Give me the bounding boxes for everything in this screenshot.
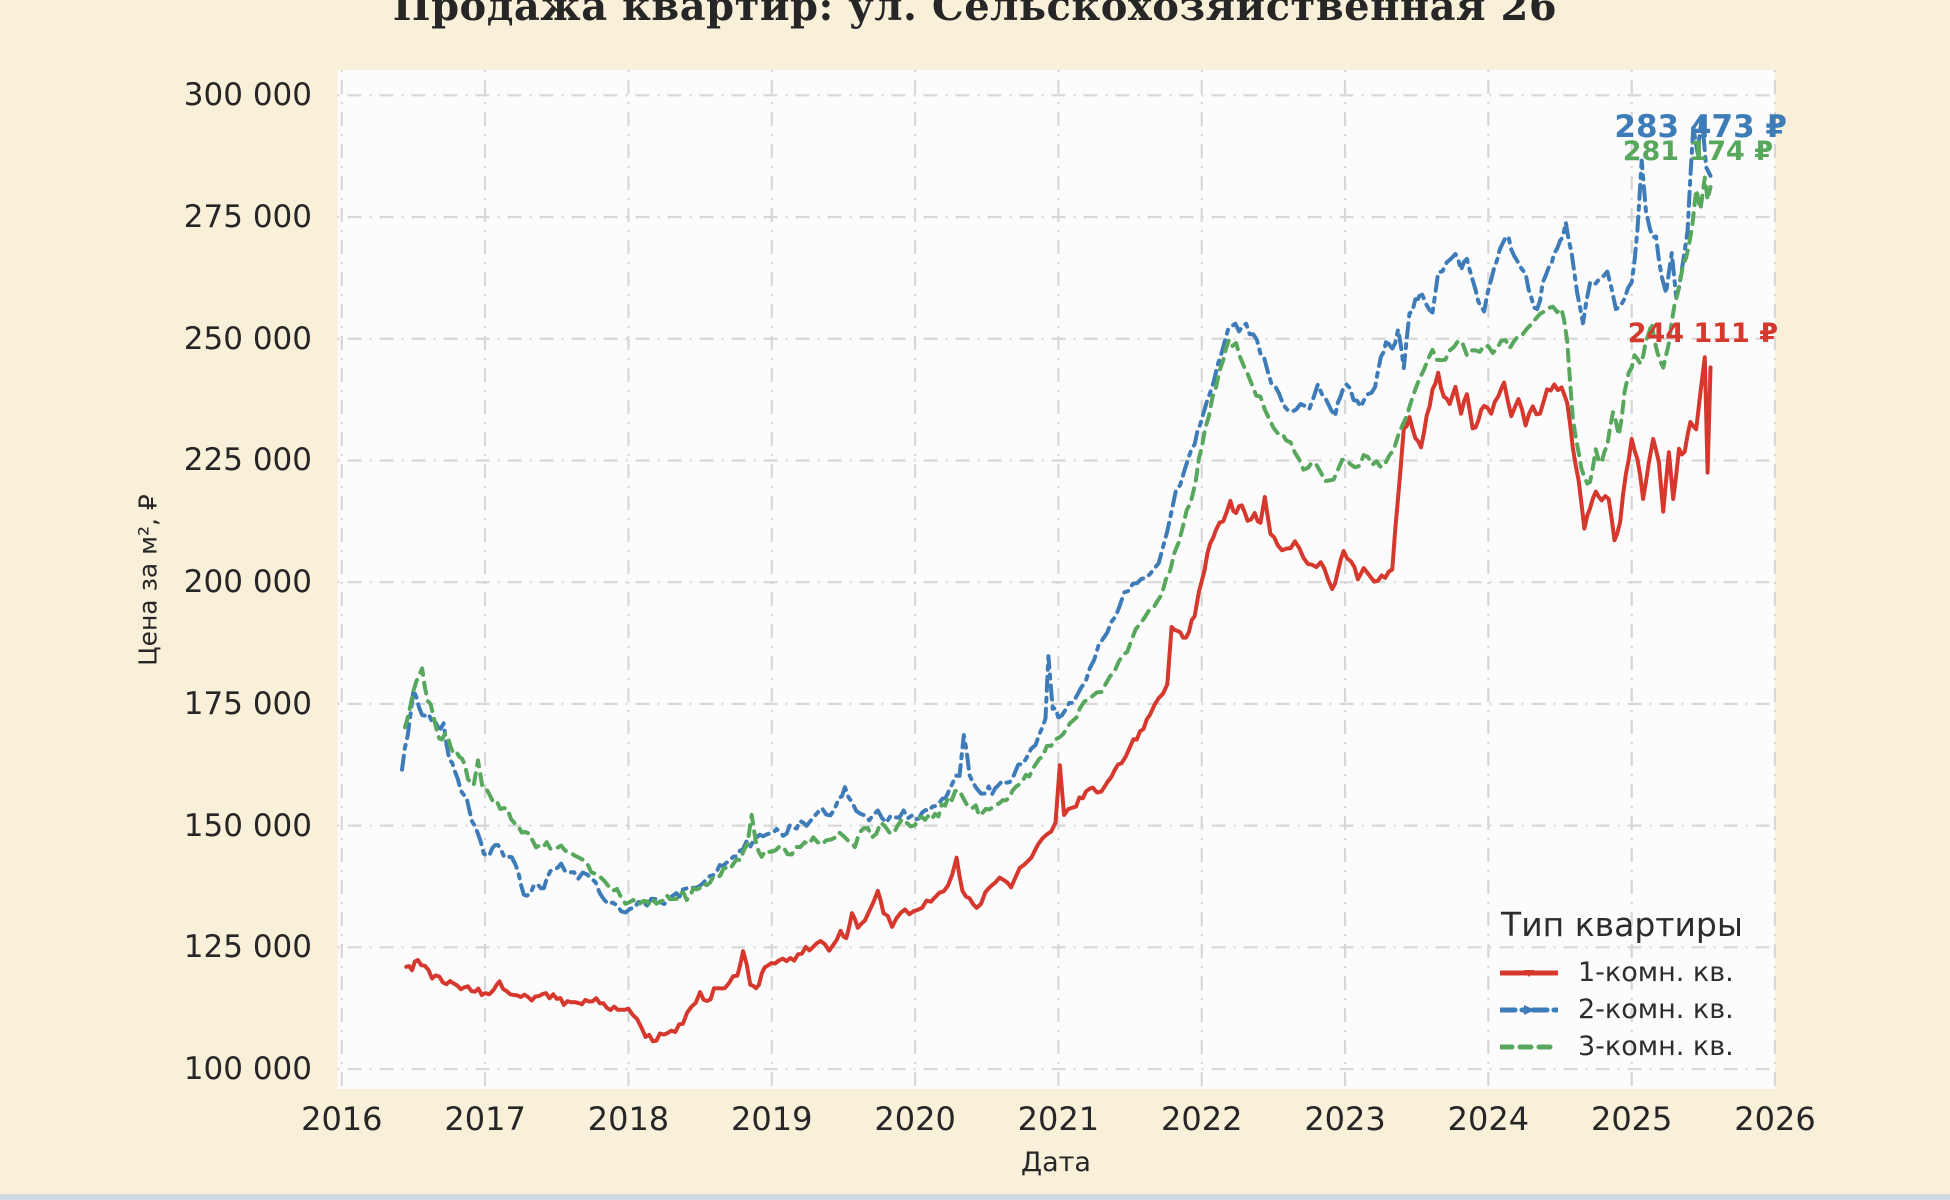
final-value-annotation-3: 244 111 ₽ bbox=[1627, 318, 1778, 349]
legend-swatch-icon bbox=[1500, 969, 1558, 977]
y-tick-label: 275 000 bbox=[183, 199, 312, 236]
x-tick-label: 2016 bbox=[301, 1100, 383, 1138]
legend-title: Тип квартиры bbox=[1501, 905, 1743, 944]
x-tick-label: 2024 bbox=[1447, 1100, 1530, 1138]
series-line-2 bbox=[400, 114, 1713, 915]
legend-swatch-icon bbox=[1500, 1004, 1558, 1015]
x-tick-label: 2018 bbox=[587, 1100, 670, 1138]
y-axis-title: Цена за м², ₽ bbox=[133, 494, 163, 666]
y-tick-label: 125 000 bbox=[183, 929, 312, 966]
legend-item-label: 3-комн. кв. bbox=[1578, 1031, 1734, 1062]
y-tick-label: 100 000 bbox=[183, 1051, 312, 1088]
chart-title: Продажа квартир: ул. Сельскохозяйственна… bbox=[392, 0, 1558, 30]
bottom-edge-strip bbox=[0, 1194, 1950, 1200]
x-tick-label: 2025 bbox=[1590, 1100, 1673, 1138]
y-tick-label: 175 000 bbox=[183, 685, 312, 722]
series-line-1 bbox=[404, 355, 1713, 1044]
x-tick-label: 2017 bbox=[444, 1100, 526, 1138]
y-tick-label: 150 000 bbox=[183, 807, 312, 844]
x-tick-label: 2023 bbox=[1304, 1100, 1386, 1138]
legend-item-label: 2-комн. кв. bbox=[1578, 994, 1734, 1025]
legend-item-2: 2-комн. кв. bbox=[1462, 991, 1782, 1028]
series-line-3 bbox=[402, 175, 1713, 907]
x-axis-title: Дата bbox=[1021, 1147, 1091, 1178]
y-tick-label: 200 000 bbox=[183, 564, 312, 601]
final-value-annotation-1: 283 473 ₽ bbox=[1614, 109, 1787, 145]
legend-swatch-icon bbox=[1500, 1044, 1558, 1049]
y-tick-label: 300 000 bbox=[183, 77, 312, 114]
legend-item-3: 3-комн. кв. bbox=[1462, 1028, 1782, 1065]
final-value-annotation-2: 281 174 ₽ bbox=[1622, 136, 1773, 167]
legend-item-1: 1-комн. кв. bbox=[1462, 954, 1782, 991]
legend-item-label: 1-комн. кв. bbox=[1578, 957, 1734, 988]
x-tick-label: 2021 bbox=[1017, 1100, 1100, 1138]
x-tick-label: 2026 bbox=[1734, 1100, 1816, 1138]
x-tick-label: 2022 bbox=[1161, 1100, 1243, 1138]
x-tick-label: 2020 bbox=[874, 1100, 956, 1138]
y-tick-label: 250 000 bbox=[183, 320, 312, 357]
x-tick-label: 2019 bbox=[731, 1100, 813, 1138]
y-tick-label: 225 000 bbox=[183, 442, 312, 479]
plot-area bbox=[337, 70, 1775, 1089]
legend-items: 1-комн. кв. 2-комн. кв. 3-комн. кв. bbox=[1462, 954, 1782, 1065]
legend: Тип квартиры 1-комн. кв. 2-комн. кв. 3-ком… bbox=[1462, 905, 1782, 1065]
